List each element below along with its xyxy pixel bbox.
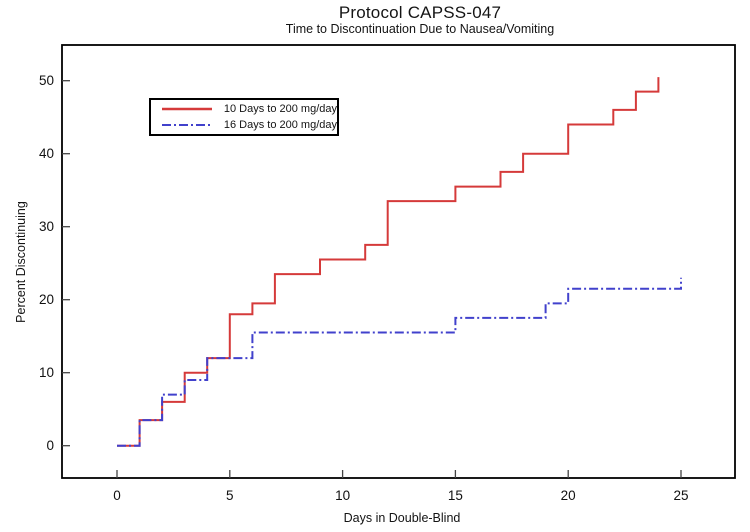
x-tick-label: 5	[226, 488, 234, 503]
x-tick-label: 0	[113, 488, 121, 503]
chart-subtitle: Time to Discontinuation Due to Nausea/Vo…	[285, 22, 555, 36]
chart-title: Protocol CAPSS-047	[338, 3, 502, 22]
y-tick-label: 40	[39, 146, 54, 161]
y-tick-label: 20	[39, 292, 54, 307]
y-tick-label: 10	[39, 365, 54, 380]
legend-box: 10 Days to 200 mg/day 16 Days to 200 mg/…	[149, 98, 339, 136]
series-line-1	[117, 277, 682, 447]
legend-line-sample-dashdot	[162, 124, 212, 126]
legend-entry-1: 16 Days to 200 mg/day	[161, 118, 337, 132]
x-tick-label: 15	[448, 488, 463, 503]
legend-line-sample-solid	[162, 107, 212, 111]
y-tick-label: 50	[39, 73, 54, 88]
legend-label: 16 Days to 200 mg/day	[223, 119, 337, 131]
y-tick-label: 0	[46, 438, 54, 453]
legend-label: 10 Days to 200 mg/day	[223, 103, 337, 115]
x-axis-label: Days in Double-Blind	[343, 511, 461, 525]
series-line-0	[117, 77, 660, 447]
x-tick-label: 10	[335, 488, 350, 503]
y-tick-label: 30	[39, 219, 54, 234]
x-tick-label: 20	[561, 488, 576, 503]
legend-entry-0: 10 Days to 200 mg/day	[161, 102, 337, 116]
plot-area-border	[61, 44, 736, 479]
x-tick-label: 25	[673, 488, 688, 503]
